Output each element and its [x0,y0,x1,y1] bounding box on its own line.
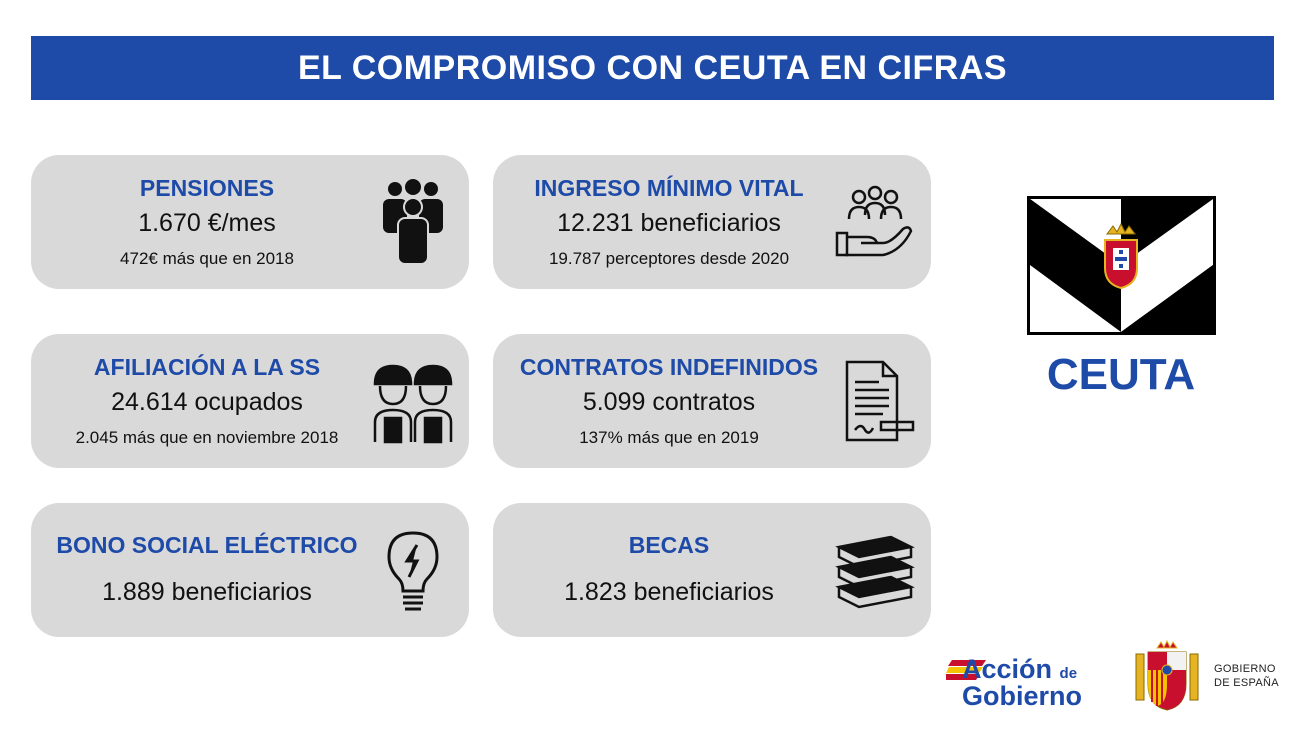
ceuta-flag [1027,196,1216,335]
card-value: 5.099 contratos [582,388,756,416]
card-subtext: 472€ más que en 2018 [120,249,294,268]
contract-icon [833,356,917,446]
gob-line-1: GOBIERNO [1214,663,1276,675]
lightbulb-icon [371,525,455,615]
card-ingreso-minimo-vital: INGRESO MÍNIMO VITAL 12.231 beneficiario… [493,155,931,289]
de-word: de [1059,665,1078,682]
card-title: BONO SOCIAL ELÉCTRICO [56,532,358,558]
accion-word: Acción [962,654,1053,684]
card-title: BECAS [628,532,710,558]
page-title: EL COMPROMISO CON CEUTA EN CIFRAS [297,48,1008,87]
card-subtext: 2.045 más que en noviembre 2018 [75,428,339,447]
card-afiliacion-ss: AFILIACIÓN A LA SS 24.614 ocupados 2.045… [31,334,469,468]
card-value: 12.231 beneficiarios [557,209,781,237]
card-value: 24.614 ocupados [111,388,303,416]
card-title: CONTRATOS INDEFINIDOS [519,354,819,380]
header-banner: EL COMPROMISO CON CEUTA EN CIFRAS [31,36,1274,100]
card-value: 1.889 beneficiarios [102,578,312,606]
gobierno-word: Gobierno [962,681,1082,711]
people-group-icon [371,177,455,267]
workers-icon [371,356,455,446]
accion-de-gobierno-logo: Acción de Gobierno [944,656,1110,712]
flag-stripe-icon [946,660,986,680]
card-subtext: 137% más que en 2019 [579,428,759,447]
card-title: PENSIONES [139,175,275,201]
card-value: 1.670 €/mes [138,209,276,237]
gob-line-2: DE ESPAÑA [1214,677,1279,689]
card-pensiones: PENSIONES 1.670 €/mes 472€ más que en 20… [31,155,469,289]
gobierno-de-espana-label: GOBIERNO DE ESPAÑA [1214,662,1279,690]
ceuta-coat-of-arms [1104,222,1138,290]
books-icon [833,525,917,615]
card-value: 1.823 beneficiarios [564,578,774,606]
card-becas: BECAS 1.823 beneficiarios [493,503,931,637]
card-bono-social-electrico: BONO SOCIAL ELÉCTRICO 1.889 beneficiario… [31,503,469,637]
card-title: AFILIACIÓN A LA SS [93,354,321,380]
card-subtext: 19.787 perceptores desde 2020 [548,249,790,268]
card-title: INGRESO MÍNIMO VITAL [534,175,804,201]
spain-coat-of-arms-icon [1132,639,1202,712]
card-contratos-indefinidos: CONTRATOS INDEFINIDOS 5.099 contratos 13… [493,334,931,468]
region-name: CEUTA [1046,350,1196,399]
hand-people-icon [833,177,917,267]
